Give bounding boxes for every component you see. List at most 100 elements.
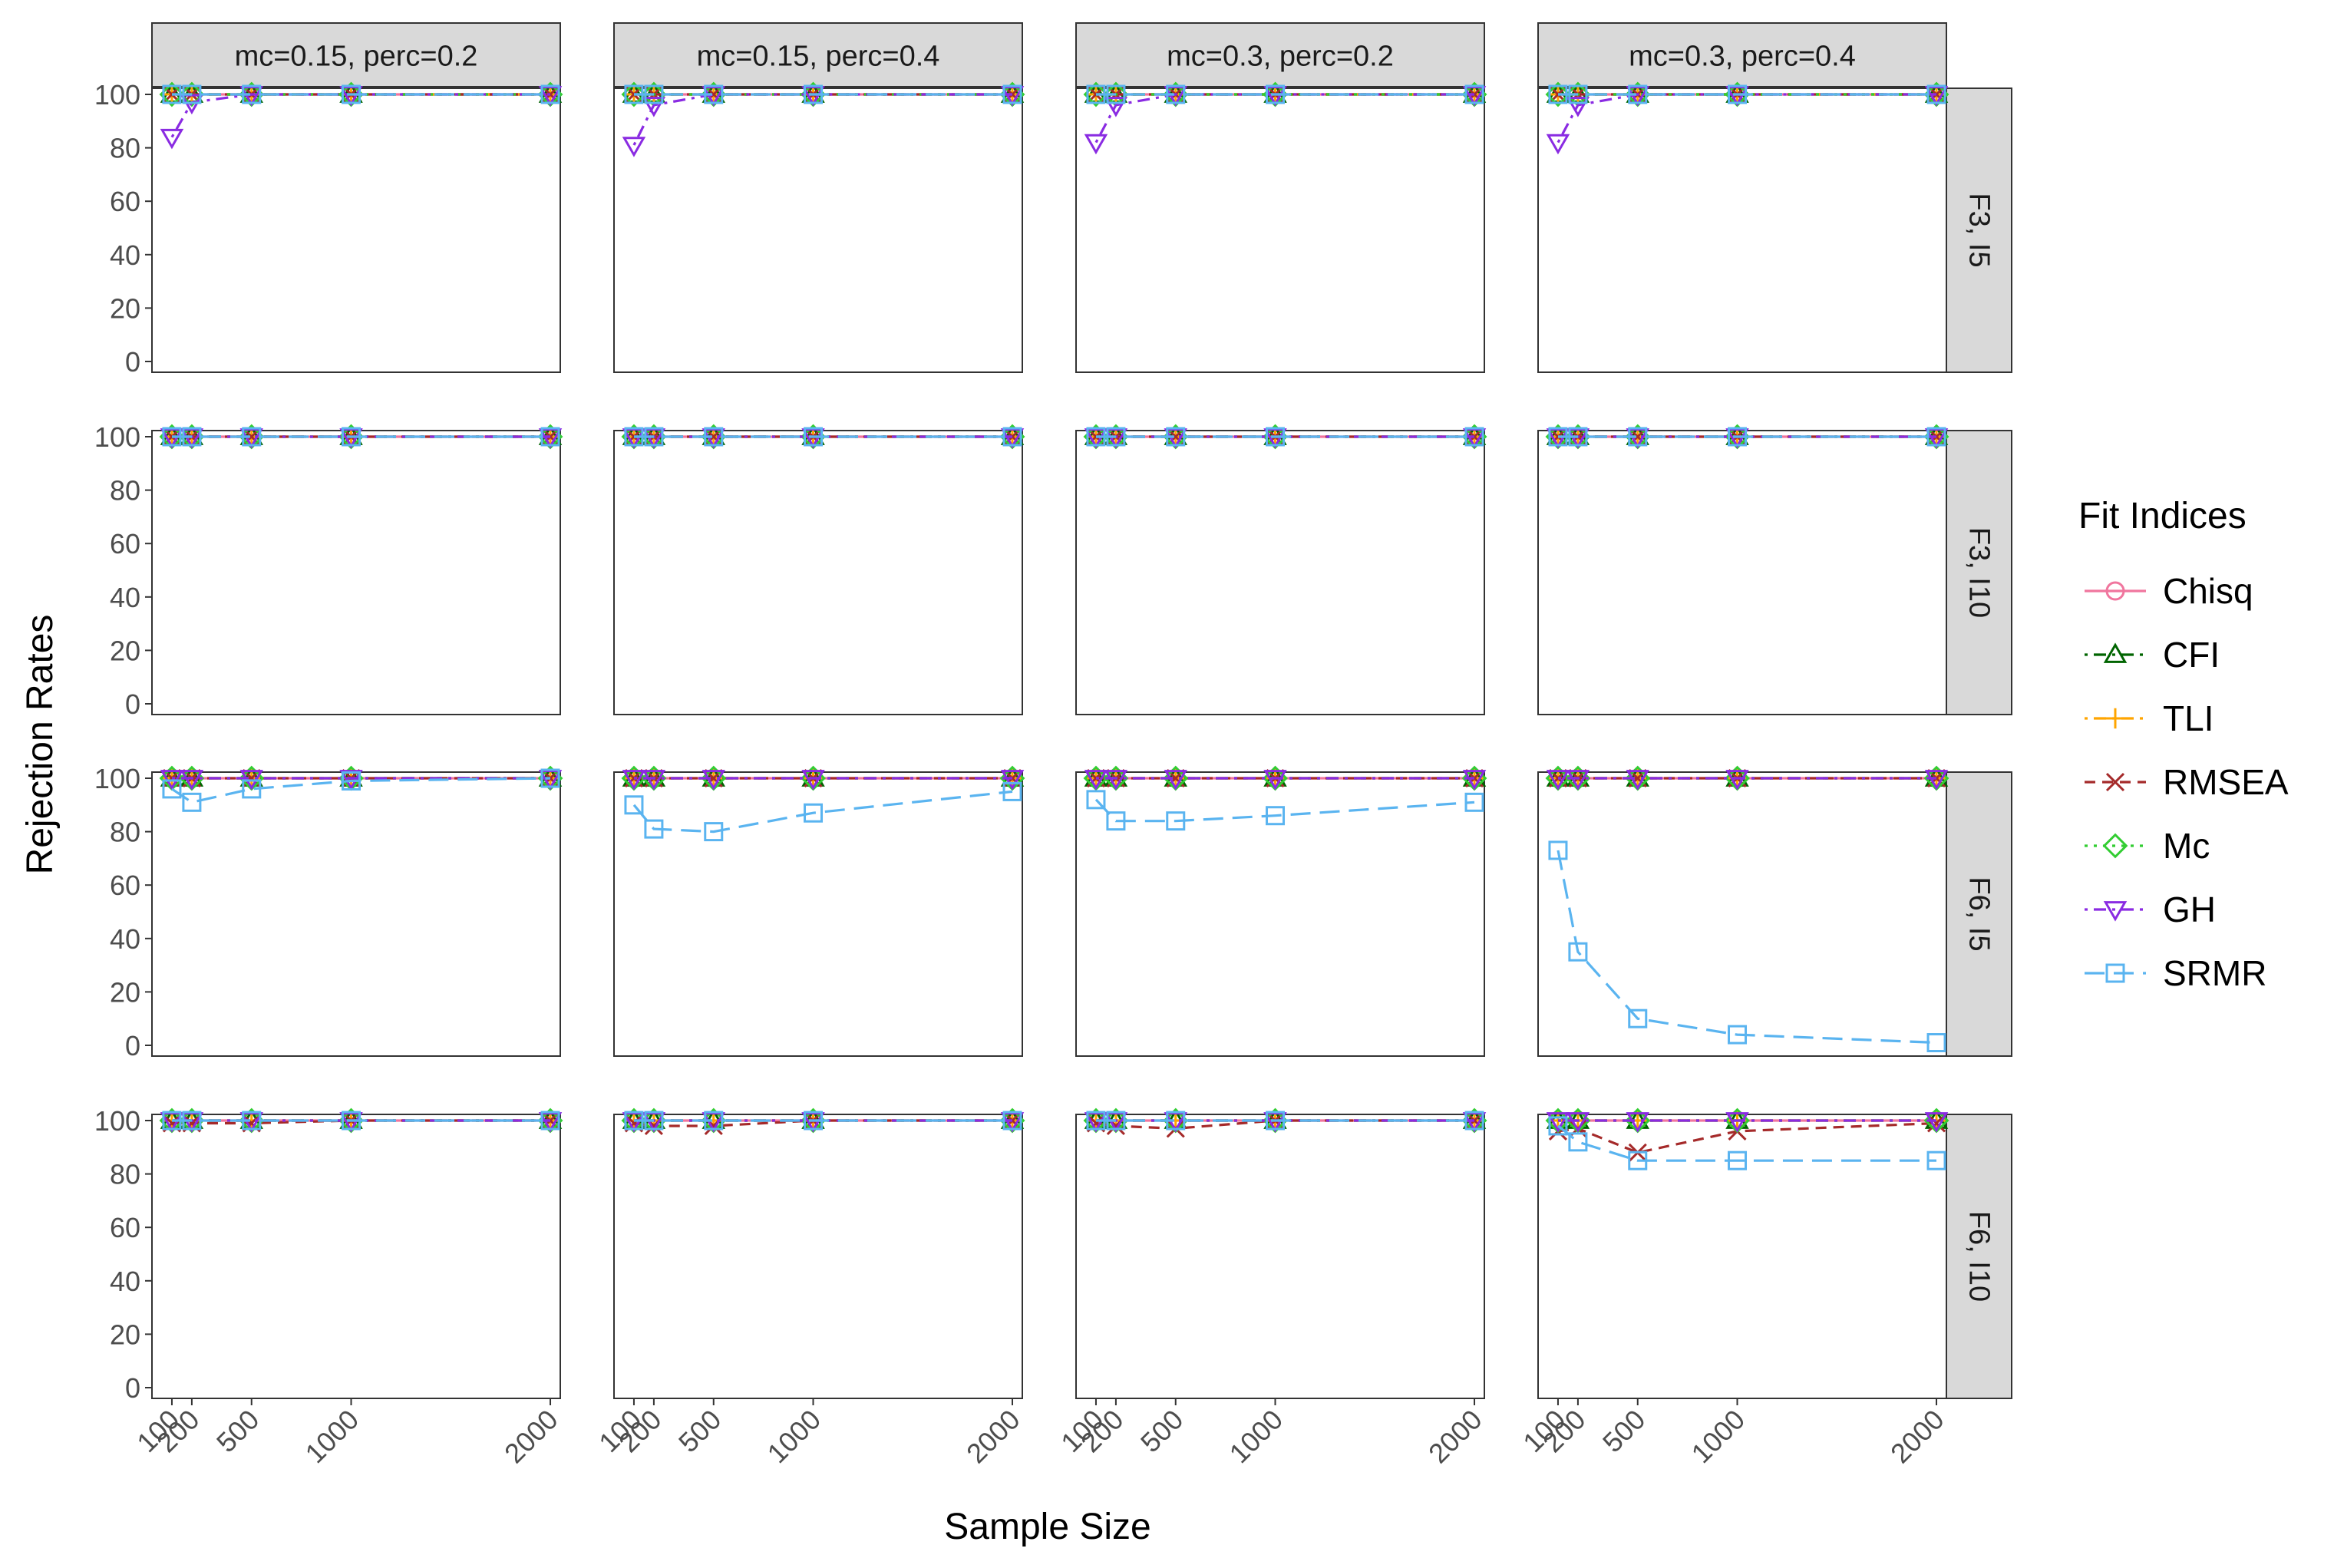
- series-gh: [1546, 770, 1949, 791]
- point-srmr: [804, 803, 824, 823]
- point-srmr: [704, 84, 724, 104]
- point-gh: [339, 86, 363, 107]
- point-gh: [1725, 770, 1749, 791]
- legend-item-chisq: Chisq: [2085, 571, 2253, 611]
- point-srmr: [1166, 84, 1186, 104]
- series-line-srmr: [632, 790, 1013, 834]
- panel-border: [1537, 771, 1947, 1057]
- point-srmr: [1266, 806, 1286, 826]
- x-tick-label: 1000: [761, 1404, 827, 1470]
- panel-r1-c4: [1537, 81, 1949, 373]
- col-strip-label: mc=0.3, perc=0.2: [1167, 41, 1394, 73]
- point-srmr: [1086, 84, 1106, 104]
- panel-r1-c2: [613, 81, 1025, 373]
- point-gh: [622, 1112, 646, 1133]
- point-gh: [702, 428, 725, 449]
- series-line-srmr: [1557, 850, 1937, 1045]
- panel-r3-c3: [1075, 765, 1487, 1057]
- point-srmr: [242, 427, 262, 447]
- point-srmr: [342, 427, 361, 447]
- point-srmr: [1464, 1111, 1484, 1131]
- row-strip-2: F3, I10: [1946, 430, 2012, 715]
- panel-border: [613, 771, 1023, 1057]
- y-tick-label: 100: [94, 421, 140, 453]
- y-tick-label: 40: [110, 239, 140, 271]
- series-srmr: [162, 427, 560, 447]
- point-gh: [1566, 428, 1590, 449]
- point-rmsea: [1926, 1114, 1946, 1133]
- legend-marker: [2105, 963, 2125, 983]
- point-gh: [702, 1112, 725, 1133]
- point-gh: [1725, 1112, 1749, 1133]
- point-srmr: [540, 84, 560, 104]
- point-srmr: [1166, 427, 1186, 447]
- point-gh: [1104, 428, 1128, 449]
- legend: Fit Indices Chisq CFI TLI RMSEA Mc GH SRMR: [2078, 496, 2289, 993]
- legend-marker: [2103, 642, 2128, 663]
- point-srmr: [1548, 84, 1568, 104]
- legend-marker: [2102, 833, 2128, 859]
- x-tick-label: 500: [210, 1404, 265, 1458]
- series-gh: [1084, 770, 1487, 791]
- point-srmr: [1166, 1111, 1186, 1131]
- series-gh: [1546, 1112, 1949, 1133]
- point-srmr: [1628, 1008, 1648, 1028]
- y-tick-label: 20: [110, 976, 140, 1008]
- series-line-gh: [632, 93, 1012, 146]
- row-strip-bg: [1946, 771, 2012, 1057]
- col-strip-bg: [1075, 22, 1485, 87]
- point-gh: [1546, 770, 1570, 791]
- point-srmr: [1568, 427, 1588, 447]
- point-gh: [1164, 86, 1187, 107]
- point-gh: [339, 1112, 363, 1133]
- point-gh: [1462, 86, 1487, 107]
- point-srmr: [162, 427, 182, 447]
- point-srmr: [1548, 840, 1568, 860]
- y-tick-label: 0: [125, 346, 140, 378]
- x-tick-label: 2000: [1884, 1404, 1950, 1470]
- panel-border: [1075, 771, 1485, 1057]
- y-tick-label: 80: [110, 475, 140, 507]
- point-srmr: [704, 427, 724, 447]
- point-srmr: [242, 1111, 262, 1131]
- point-gh: [160, 1112, 184, 1133]
- point-srmr: [1266, 427, 1286, 447]
- point-gh: [702, 86, 725, 107]
- point-srmr: [1568, 84, 1588, 104]
- point-srmr: [1926, 1150, 1946, 1170]
- col-strip-bg: [1537, 22, 1947, 87]
- y-tick-label: 20: [110, 1319, 140, 1350]
- point-gh: [801, 770, 825, 791]
- y-tick-label: 0: [125, 1030, 140, 1061]
- point-srmr: [1464, 427, 1484, 447]
- x-tick-label: 500: [1596, 1404, 1651, 1458]
- col-strip-label: mc=0.3, perc=0.4: [1629, 41, 1856, 73]
- series-gh: [622, 770, 1025, 791]
- legend-entries: Chisq CFI TLI RMSEA Mc GH SRMR: [2085, 571, 2289, 993]
- point-gh: [239, 428, 263, 449]
- row-strip-1: F3, I5: [1946, 87, 2012, 373]
- legend-label: Chisq: [2163, 571, 2253, 611]
- col-strip-label: mc=0.15, perc=0.2: [235, 41, 478, 73]
- legend-item-tli: TLI: [2085, 698, 2214, 738]
- series-line-srmr: [171, 777, 551, 804]
- panel-border: [613, 1114, 1023, 1399]
- series-srmr: [624, 84, 1022, 104]
- point-srmr: [1628, 84, 1648, 104]
- panel-border: [151, 430, 561, 715]
- series-gh: [622, 86, 1025, 157]
- point-srmr: [1464, 792, 1484, 812]
- series-srmr: [162, 1111, 560, 1131]
- point-srmr: [242, 779, 262, 799]
- point-gh: [801, 428, 825, 449]
- point-srmr: [1548, 427, 1568, 447]
- point-srmr: [1628, 427, 1648, 447]
- point-srmr: [624, 427, 644, 447]
- point-gh: [538, 428, 563, 449]
- point-gh: [1104, 770, 1128, 791]
- series-srmr: [1086, 84, 1484, 104]
- panel-border: [1537, 1114, 1947, 1399]
